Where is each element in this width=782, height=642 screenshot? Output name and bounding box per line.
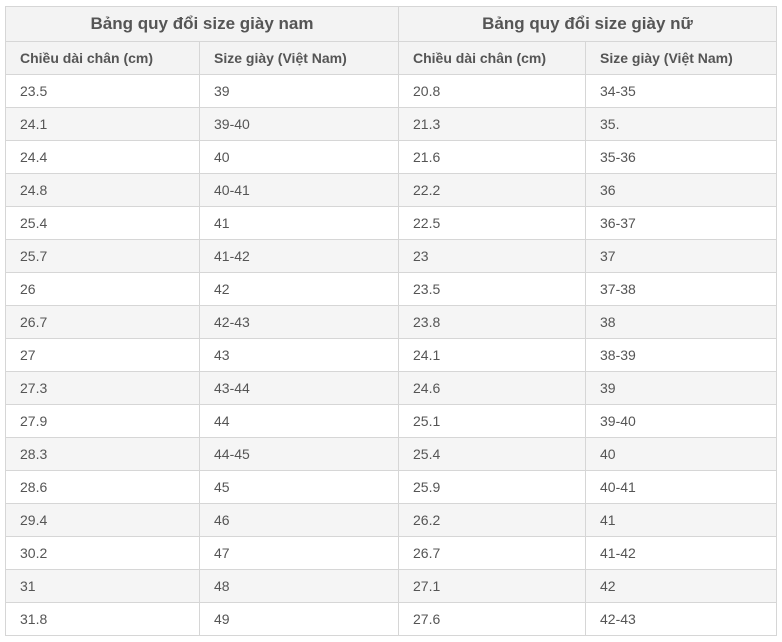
women-length-cell: 22.5	[398, 206, 586, 240]
men-table-title: Bảng quy đổi size giày nam	[5, 6, 399, 42]
table-row: 29.4 46 26.2 41	[5, 503, 777, 537]
men-size-cell: 46	[199, 503, 399, 537]
table-row: 26.7 42-43 23.8 38	[5, 305, 777, 339]
men-length-cell: 26	[5, 272, 200, 306]
women-size-cell: 35-36	[585, 140, 777, 174]
men-length-header: Chiều dài chân (cm)	[5, 41, 200, 75]
women-size-cell: 41	[585, 503, 777, 537]
women-size-cell: 37	[585, 239, 777, 273]
table-row: 27.9 44 25.1 39-40	[5, 404, 777, 438]
men-length-cell: 25.4	[5, 206, 200, 240]
women-size-cell: 42-43	[585, 602, 777, 636]
women-size-cell: 36	[585, 173, 777, 207]
women-size-cell: 36-37	[585, 206, 777, 240]
men-length-cell: 31	[5, 569, 200, 603]
table-row: 31.8 49 27.6 42-43	[5, 602, 777, 636]
women-size-cell: 40-41	[585, 470, 777, 504]
men-size-header: Size giày (Việt Nam)	[199, 41, 399, 75]
women-length-cell: 25.1	[398, 404, 586, 438]
women-size-cell: 38-39	[585, 338, 777, 372]
table-row: 27 43 24.1 38-39	[5, 338, 777, 372]
men-size-cell: 49	[199, 602, 399, 636]
men-length-cell: 23.5	[5, 74, 200, 108]
men-size-cell: 41	[199, 206, 399, 240]
table-row: 25.4 41 22.5 36-37	[5, 206, 777, 240]
table-row: 31 48 27.1 42	[5, 569, 777, 603]
table-row: 26 42 23.5 37-38	[5, 272, 777, 306]
women-length-header: Chiều dài chân (cm)	[398, 41, 586, 75]
table-row: 24.1 39-40 21.3 35.	[5, 107, 777, 141]
men-size-cell: 40	[199, 140, 399, 174]
men-length-cell: 26.7	[5, 305, 200, 339]
women-length-cell: 25.9	[398, 470, 586, 504]
men-size-cell: 40-41	[199, 173, 399, 207]
women-length-cell: 27.6	[398, 602, 586, 636]
women-length-cell: 21.3	[398, 107, 586, 141]
men-size-cell: 47	[199, 536, 399, 570]
women-length-cell: 20.8	[398, 74, 586, 108]
men-size-cell: 42	[199, 272, 399, 306]
men-length-cell: 28.6	[5, 470, 200, 504]
men-length-cell: 24.4	[5, 140, 200, 174]
women-length-cell: 24.6	[398, 371, 586, 405]
table-row: 30.2 47 26.7 41-42	[5, 536, 777, 570]
women-size-cell: 41-42	[585, 536, 777, 570]
women-length-cell: 27.1	[398, 569, 586, 603]
men-size-cell: 45	[199, 470, 399, 504]
men-length-cell: 27.3	[5, 371, 200, 405]
men-size-cell: 48	[199, 569, 399, 603]
women-table-title: Bảng quy đổi size giày nữ	[398, 6, 777, 42]
men-size-cell: 42-43	[199, 305, 399, 339]
men-size-cell: 44	[199, 404, 399, 438]
table-row: 25.7 41-42 23 37	[5, 239, 777, 273]
men-size-cell: 43-44	[199, 371, 399, 405]
table-body: 23.5 39 20.8 34-35 24.1 39-40 21.3 35. 24.4 40 21.…	[5, 74, 777, 636]
women-size-cell: 42	[585, 569, 777, 603]
women-size-cell: 38	[585, 305, 777, 339]
men-size-cell: 43	[199, 338, 399, 372]
shoe-size-table: Bảng quy đổi size giày nam Bảng quy đổi …	[5, 6, 777, 636]
women-length-cell: 24.1	[398, 338, 586, 372]
men-length-cell: 27.9	[5, 404, 200, 438]
table-row: 23.5 39 20.8 34-35	[5, 74, 777, 108]
women-size-cell: 39-40	[585, 404, 777, 438]
women-size-header: Size giày (Việt Nam)	[585, 41, 777, 75]
men-size-cell: 44-45	[199, 437, 399, 471]
women-length-cell: 23.5	[398, 272, 586, 306]
men-size-cell: 39	[199, 74, 399, 108]
women-size-cell: 34-35	[585, 74, 777, 108]
women-length-cell: 21.6	[398, 140, 586, 174]
table-title-row: Bảng quy đổi size giày nam Bảng quy đổi …	[5, 6, 777, 42]
women-size-cell: 40	[585, 437, 777, 471]
men-size-cell: 41-42	[199, 239, 399, 273]
table-row: 28.6 45 25.9 40-41	[5, 470, 777, 504]
women-length-cell: 22.2	[398, 173, 586, 207]
men-length-cell: 29.4	[5, 503, 200, 537]
women-size-cell: 35.	[585, 107, 777, 141]
men-length-cell: 27	[5, 338, 200, 372]
men-length-cell: 30.2	[5, 536, 200, 570]
table-row: 24.8 40-41 22.2 36	[5, 173, 777, 207]
men-length-cell: 25.7	[5, 239, 200, 273]
men-size-cell: 39-40	[199, 107, 399, 141]
women-length-cell: 23.8	[398, 305, 586, 339]
table-row: 24.4 40 21.6 35-36	[5, 140, 777, 174]
women-length-cell: 23	[398, 239, 586, 273]
men-length-cell: 31.8	[5, 602, 200, 636]
table-row: 28.3 44-45 25.4 40	[5, 437, 777, 471]
women-size-cell: 39	[585, 371, 777, 405]
women-size-cell: 37-38	[585, 272, 777, 306]
men-length-cell: 24.1	[5, 107, 200, 141]
women-length-cell: 25.4	[398, 437, 586, 471]
table-row: 27.3 43-44 24.6 39	[5, 371, 777, 405]
table-header-row: Chiều dài chân (cm) Size giày (Việt Nam)…	[5, 41, 777, 75]
men-length-cell: 24.8	[5, 173, 200, 207]
men-length-cell: 28.3	[5, 437, 200, 471]
women-length-cell: 26.2	[398, 503, 586, 537]
women-length-cell: 26.7	[398, 536, 586, 570]
